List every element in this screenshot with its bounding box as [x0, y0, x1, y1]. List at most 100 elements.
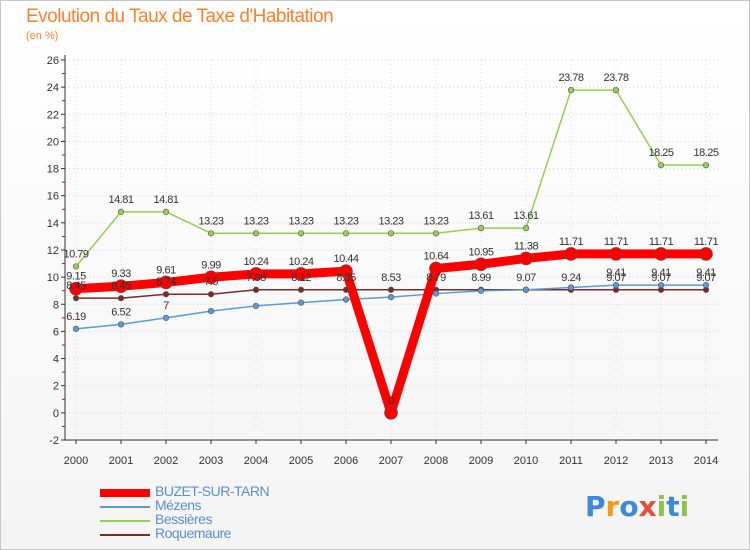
data-label: 9.41 [606, 267, 626, 279]
data-label: 6.52 [111, 306, 131, 318]
x-tick-label: 2013 [649, 455, 673, 467]
logo-letter: i [679, 490, 690, 523]
data-label: 9.41 [696, 267, 716, 279]
data-point [699, 247, 713, 261]
data-point [612, 87, 620, 94]
data-point [342, 296, 350, 303]
data-point [567, 284, 575, 291]
y-tick-label: 16 [47, 191, 59, 203]
data-label: 13.23 [423, 215, 448, 227]
logo-letter: r [605, 490, 620, 523]
logo-letter: i [656, 490, 667, 523]
logo-letter: t [666, 490, 680, 523]
data-label: 13.61 [513, 210, 538, 222]
y-tick-label: 10 [47, 272, 59, 284]
data-label: 13.23 [378, 215, 403, 227]
data-label: 0 [388, 395, 394, 407]
data-point [702, 162, 710, 169]
y-tick-label: 20 [47, 136, 59, 148]
data-point [657, 282, 665, 289]
data-point [522, 286, 530, 293]
x-tick-label: 2007 [379, 455, 403, 467]
data-label: 7.5 [204, 276, 218, 288]
data-point [384, 406, 398, 420]
legend-label: Mézens [155, 497, 202, 513]
data-label: 11.71 [559, 236, 584, 248]
data-point [252, 286, 260, 293]
data-point [117, 295, 125, 302]
data-point [207, 291, 215, 298]
data-label: 10.44 [333, 253, 358, 265]
logo-letter: x [638, 490, 657, 523]
data-label: 23.78 [603, 72, 628, 84]
legend-item: Bessières [100, 511, 300, 527]
logo-letter: P [585, 490, 606, 523]
y-tick-label: 8 [53, 299, 59, 311]
x-tick-label: 2010 [514, 455, 538, 467]
data-label: 9.07 [696, 272, 716, 284]
data-point [207, 230, 215, 237]
y-tick-label: 14 [47, 218, 59, 230]
data-point [567, 87, 575, 94]
data-label: 8.79 [426, 272, 446, 284]
data-label: 11.71 [694, 236, 719, 248]
y-tick-label: -2 [49, 435, 59, 447]
legend-swatch [100, 506, 150, 508]
y-tick-label: 18 [47, 164, 59, 176]
x-tick-label: 2009 [469, 455, 493, 467]
data-point [474, 257, 488, 272]
data-point [207, 307, 215, 315]
data-label: 6.19 [66, 311, 86, 323]
y-tick-label: 24 [47, 82, 59, 94]
data-point [702, 282, 710, 289]
data-label: 14.81 [108, 194, 133, 206]
data-label: 11.71 [604, 236, 629, 248]
data-point [297, 299, 305, 306]
data-point [387, 293, 395, 301]
data-label: 9.41 [651, 267, 671, 279]
data-point [72, 295, 80, 302]
x-tick-label: 2005 [289, 455, 313, 467]
data-label: 18.25 [648, 147, 673, 159]
data-point [432, 230, 440, 237]
legend-swatch [100, 534, 150, 536]
data-label: 13.23 [243, 215, 268, 227]
data-point [72, 263, 80, 270]
data-label: 9.15 [66, 271, 86, 283]
data-label: 8.53 [381, 272, 401, 284]
data-point [387, 230, 395, 237]
data-label: 10.64 [423, 250, 448, 262]
data-point [297, 286, 305, 293]
legend-swatch [100, 520, 150, 522]
data-label: 7.88 [246, 272, 266, 284]
y-tick-label: 6 [53, 326, 59, 338]
data-label: 18.25 [693, 147, 718, 159]
data-point [522, 225, 530, 232]
logo-letter: o [619, 490, 639, 523]
x-tick-label: 2006 [334, 455, 358, 467]
data-label: 9.07 [606, 272, 626, 284]
data-label: 9.33 [111, 268, 131, 280]
data-label: 10.79 [63, 248, 88, 260]
chart-title: Evolution du Taux de Taxe d'Habitation [26, 6, 334, 27]
x-tick-label: 2003 [199, 455, 223, 467]
data-label: 8.74 [156, 276, 176, 288]
x-tick-label: 2001 [109, 455, 133, 467]
x-tick-label: 2000 [64, 455, 88, 467]
x-tick-label: 2002 [154, 455, 178, 467]
data-point [162, 291, 170, 298]
x-tick-label: 2011 [559, 455, 583, 467]
legend-label: Bessières [155, 511, 212, 527]
data-point [612, 282, 620, 289]
data-point [297, 230, 305, 237]
data-label: 8.35 [336, 272, 356, 284]
data-point [657, 162, 665, 169]
data-point [339, 264, 353, 278]
data-label: 9.07 [651, 272, 671, 284]
unit-label: (en %) [26, 30, 59, 42]
data-point [117, 208, 125, 215]
data-point [519, 251, 533, 266]
data-point [432, 290, 440, 297]
